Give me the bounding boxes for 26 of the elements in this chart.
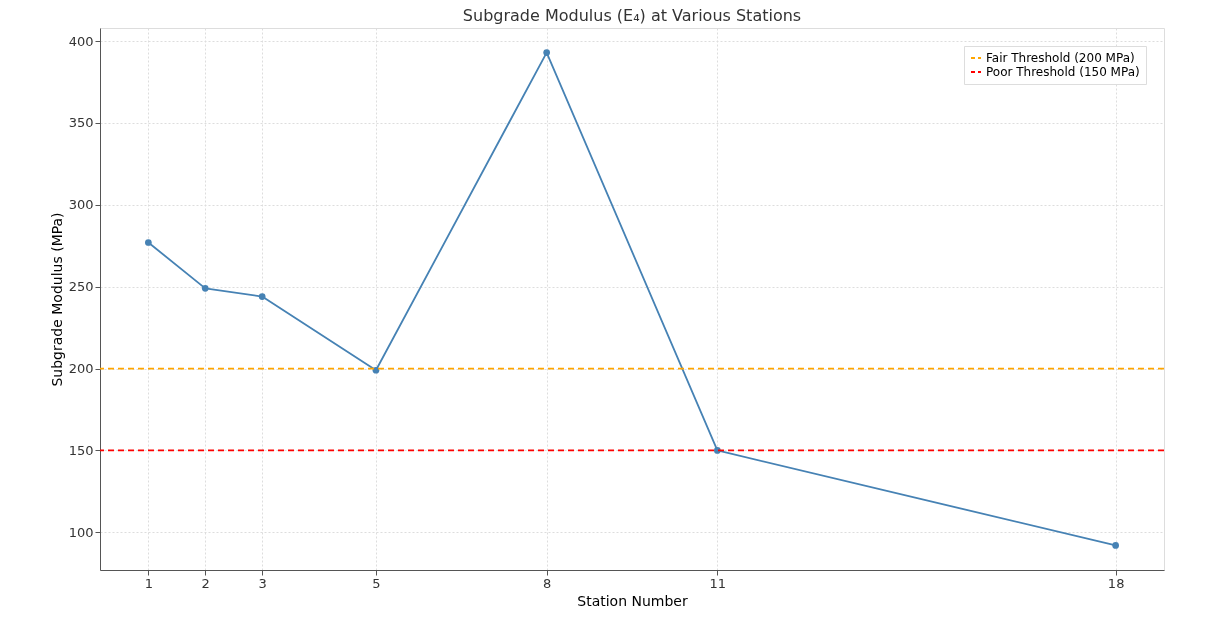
x-axis-title: Station Number (577, 592, 688, 609)
y-tick-label: 300 (68, 197, 94, 213)
x-tick-label: 8 (543, 575, 552, 591)
x-tick-label: 1 (144, 575, 153, 591)
y-tick-label: 100 (68, 524, 94, 540)
point (372, 366, 380, 374)
y-tick-label: 400 (68, 33, 94, 49)
y-tick-label: 250 (68, 279, 94, 295)
y-tick-label: 150 (68, 442, 94, 458)
x-tick-label: 18 (1107, 575, 1125, 591)
point (258, 293, 266, 300)
legend-label: Poor Threshold (150 MPa) (986, 65, 1140, 79)
y-tick-label: 200 (68, 361, 94, 377)
point (543, 49, 551, 56)
point (1112, 542, 1119, 549)
y-axis-title: Subgrade Modulus (MPa) (48, 212, 65, 387)
point (201, 285, 209, 292)
legend-label: Fair Threshold (200 MPa) (986, 51, 1135, 65)
chart-title: Subgrade Modulus (E₄) at Various Stations (462, 6, 802, 25)
x-tick-label: 2 (201, 575, 210, 591)
x-tick-label: 3 (258, 575, 267, 591)
point (145, 239, 152, 246)
y-tick-label: 350 (68, 115, 94, 131)
x-tick-label: 5 (372, 575, 381, 591)
point (713, 447, 721, 454)
x-tick-label: 11 (709, 575, 727, 591)
